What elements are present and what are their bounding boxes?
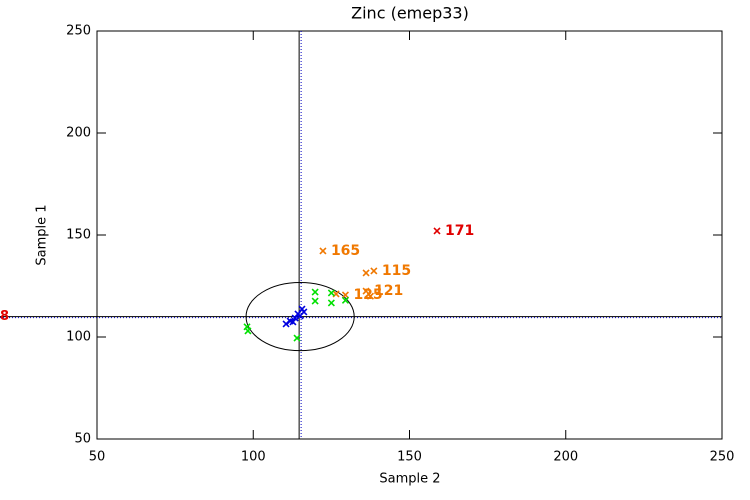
point (291, 314, 299, 322)
point (341, 291, 350, 299)
point-label: 121 (374, 283, 403, 299)
x-tick-label: 50 (89, 450, 106, 465)
point-label: 125 (353, 287, 382, 303)
point (366, 292, 375, 300)
annotation: 8 (0, 309, 9, 324)
point (327, 299, 335, 307)
point (341, 296, 350, 304)
confidence-ellipse (245, 282, 355, 352)
point-label: 115 (382, 263, 411, 279)
point (327, 289, 335, 297)
y-tick-label: 50 (74, 432, 91, 447)
point (289, 318, 297, 326)
x-tick-label: 250 (710, 450, 735, 465)
point (370, 267, 378, 275)
x-axis-label: Sample 2 (379, 472, 440, 487)
point (362, 269, 370, 277)
x-tick-label: 200 (553, 450, 578, 465)
plot-frame (96, 30, 723, 440)
point-label: 165 (331, 243, 360, 259)
y-tick-label: 100 (66, 330, 91, 345)
y-axis-label: Sample 1 (35, 204, 50, 265)
x-tick-label: 100 (241, 450, 266, 465)
y-tick-label: 150 (66, 228, 91, 243)
point (311, 288, 319, 296)
point (300, 308, 308, 316)
point-label: 171 (445, 223, 474, 239)
chart-title: Zinc (emep33) (351, 4, 469, 23)
point (282, 320, 290, 328)
x-tick-label: 150 (397, 450, 422, 465)
y-tick-label: 250 (66, 24, 91, 39)
point (311, 297, 319, 305)
point (244, 327, 252, 335)
point (293, 334, 301, 342)
point (319, 247, 327, 255)
point (433, 227, 441, 235)
y-tick-label: 200 (66, 126, 91, 141)
